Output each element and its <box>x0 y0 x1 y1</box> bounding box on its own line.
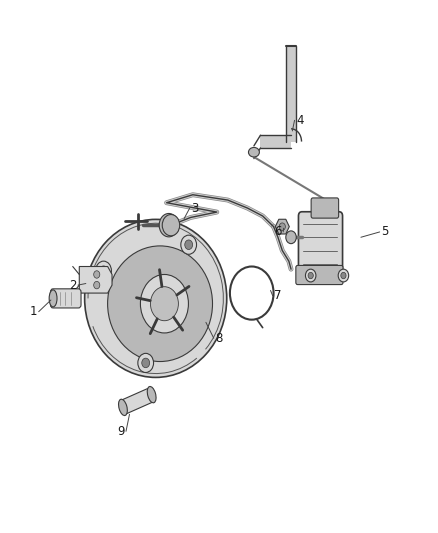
FancyBboxPatch shape <box>50 289 81 308</box>
Ellipse shape <box>119 399 127 416</box>
Polygon shape <box>121 387 154 414</box>
Circle shape <box>141 274 188 333</box>
Circle shape <box>94 271 100 278</box>
Circle shape <box>159 214 178 237</box>
Ellipse shape <box>108 246 212 361</box>
Polygon shape <box>286 46 296 142</box>
Text: 5: 5 <box>381 225 389 238</box>
FancyBboxPatch shape <box>298 212 343 273</box>
Circle shape <box>279 223 286 230</box>
Circle shape <box>94 281 100 289</box>
Text: 2: 2 <box>69 279 77 292</box>
Ellipse shape <box>49 290 57 307</box>
Circle shape <box>162 215 180 236</box>
Circle shape <box>181 235 197 254</box>
Circle shape <box>95 261 111 280</box>
Circle shape <box>286 231 296 244</box>
Circle shape <box>308 272 313 279</box>
FancyBboxPatch shape <box>296 265 343 285</box>
Text: 1: 1 <box>30 305 37 318</box>
Text: 9: 9 <box>117 425 124 438</box>
Ellipse shape <box>248 148 259 157</box>
Text: 4: 4 <box>296 114 304 127</box>
Circle shape <box>142 358 150 368</box>
FancyBboxPatch shape <box>311 198 339 218</box>
Circle shape <box>305 269 316 282</box>
Circle shape <box>341 272 346 279</box>
Circle shape <box>99 266 107 276</box>
Polygon shape <box>79 266 112 293</box>
Text: 6: 6 <box>274 225 282 238</box>
Ellipse shape <box>147 386 156 403</box>
Circle shape <box>185 240 193 249</box>
Polygon shape <box>261 135 291 148</box>
Ellipse shape <box>85 220 227 377</box>
Text: 3: 3 <box>191 201 199 214</box>
Circle shape <box>150 287 178 321</box>
Circle shape <box>338 269 349 282</box>
Text: 8: 8 <box>215 332 223 345</box>
Circle shape <box>138 353 154 373</box>
Text: 7: 7 <box>274 289 282 302</box>
